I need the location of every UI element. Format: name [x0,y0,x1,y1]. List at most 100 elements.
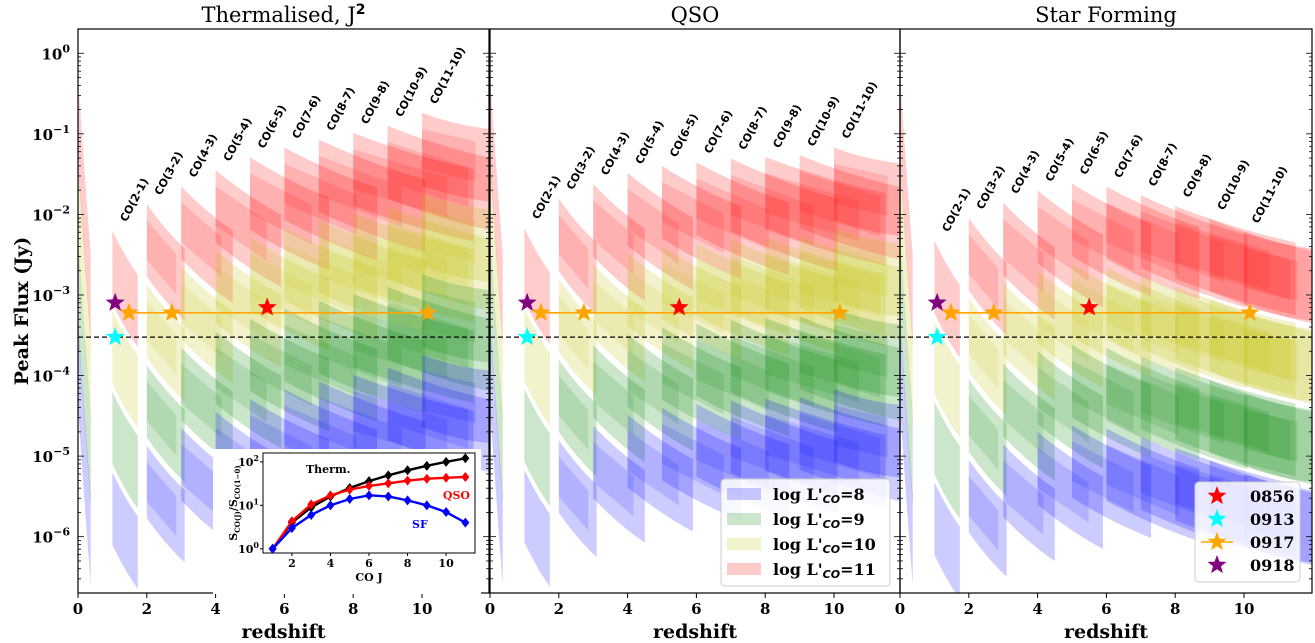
band-core-CO(6-5)-L10 [1072,280,1134,352]
inset-marker-Therm. [442,456,451,467]
band-CO(3-2)-L9 [146,365,185,482]
co-line-label: CO(5-4) [221,116,255,164]
band-CO(7-6)-L11 [696,162,790,276]
co-line-label: CO(6-5) [255,103,289,151]
source-marker-0917 [531,302,551,321]
band-CO(10-9)-L11 [799,155,900,260]
inset-marker-QSO [287,516,296,527]
band-CO(7-6)-L9 [284,308,378,422]
co-line-label: CO(4-3) [186,132,220,180]
inset-marker-SF [268,543,277,554]
band-CO(2-1)-L10 [934,321,960,438]
band-core-CO(3-2)-L8 [968,475,999,551]
band-core-CO(11-10)-L10 [834,244,888,297]
band-CO(5-4)-L10 [215,250,281,368]
band-CO(10-9)-L11 [1209,218,1312,324]
band-core-CO(11-10)-L8 [834,405,888,458]
co-line-label: CO(2-1) [940,186,974,234]
inset-x-tick-label: 2 [288,557,296,570]
source-marker-0917 [418,302,438,321]
band-core-CO(10-9)-L10 [1209,315,1291,381]
source-marker-0917 [574,302,594,321]
band-CO(7-6)-L9 [696,323,790,437]
inset-label-therm: Therm. [306,463,350,476]
band-core-CO(4-3)-L11 [593,200,634,275]
band-core-CO(10-9)-L11 [387,141,469,207]
band-core-CO(5-4)-L9 [627,350,679,425]
band-core-CO(9-8)-L10 [765,253,860,322]
inset-marker-SF [422,500,431,511]
inset-marker-QSO [345,484,354,495]
y-tick-label: 10−3 [32,284,70,305]
inset-y-label-part: CO(J) [233,511,242,533]
x-tick-label: 8 [760,600,770,618]
band-CO(5-4)-L9 [1037,351,1103,469]
x-tick-label: 4 [622,600,632,618]
band-CO(5-4)-L8 [627,414,693,532]
co-line-label: CO(3-2) [974,164,1008,212]
band-CO(8-7)-L11 [1140,195,1248,309]
co-line-label: CO(10-9) [393,64,430,119]
band-core-CO(4-3)-L10 [181,282,222,358]
x-axis-label: redshift [241,621,325,643]
band-CO(9-8)-L11 [353,133,474,242]
band-CO(10-9)-L8 [387,367,489,472]
band-core-CO(9-8)-L9 [765,334,860,403]
legend-frame [1194,481,1301,583]
band-CO(6-5)-L8 [1072,425,1152,538]
band-CO(3-2)-L8 [558,440,597,558]
band-core-CO(10-9)-L8 [387,383,469,449]
bands [490,77,900,587]
tick-exponent: 1 [253,496,259,506]
y-axis-label: Peak Flux (Jy) [11,237,33,385]
legend-marker-0918 [1207,555,1227,574]
inset-label-qso: QSO [443,489,471,502]
band-core-CO(3-2)-L10 [968,314,999,390]
panel-title-superscript: 2 [356,2,366,18]
band-CO(11-10)-L11 [422,112,489,202]
tick-base: 10 [32,529,53,547]
band-CO(3-2)-L10 [146,284,185,402]
band-core-CO(3-2)-L8 [558,456,589,531]
co-line-label: CO(5-4) [633,118,667,166]
x-tick-label: 4 [210,600,220,618]
band-CO(2-1)-L8 [112,472,138,590]
legend-text: log L' [773,510,823,529]
inset-marker-SF [287,523,296,534]
band-CO(6-5)-L11 [662,165,742,279]
band-CO(11-10)-L10 [1244,312,1312,402]
co-line-label: CO(3-2) [564,144,598,192]
band-core-CO(5-4)-L11 [1037,206,1089,281]
inset-marker-SF [365,490,373,501]
legend-marker-0917 [1207,532,1227,551]
band-core-CO(5-4)-L8 [627,430,679,506]
tick-base: 10 [32,448,53,466]
inset-frame [262,452,476,554]
band-core-CO(11-10)-L8 [422,370,476,424]
band-CO(9-8)-L11 [765,156,886,266]
inset-marker-QSO [461,471,470,482]
band-CO(9-8)-L9 [1175,367,1296,477]
band-core-CO(9-8)-L8 [765,414,860,483]
inset-marker-QSO [422,473,431,484]
tick-base: 10 [238,499,254,512]
legend-marker-0856 [1207,486,1227,505]
legend-subscript: CO [823,543,840,556]
inset-y-tick-label: 100 [238,540,259,556]
tick-exponent: 2 [253,453,259,463]
band-CO(10-9)-L10 [1209,299,1312,404]
band-CO(9-8)-L11 [1175,206,1296,315]
inset-marker-QSO [326,490,335,501]
band-CO(11-10)-L10 [834,228,900,317]
inset-x-label: CO J [355,571,382,584]
inset-y-label-part: /S [227,499,240,511]
panel-title-text: Star Forming [1035,3,1177,27]
band-CO(10-9)-L9 [1209,379,1312,485]
legend-label-L8: log L'CO=8 [773,485,865,506]
band-CO(3-2)-L11 [146,203,185,321]
band-CO(6-5)-L11 [250,157,330,270]
source-marker-0918 [105,292,125,311]
band-core-CO(4-3)-L11 [181,202,222,277]
x-axis-label: redshift [1064,621,1148,643]
